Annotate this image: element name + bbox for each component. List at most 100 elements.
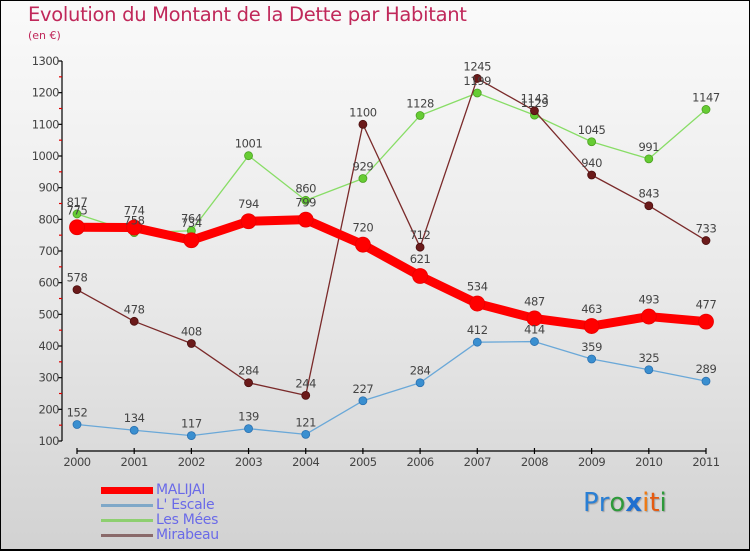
data-label-malijai: 794	[238, 197, 259, 211]
legend-swatch	[101, 487, 153, 494]
data-label-l-escale: 139	[238, 410, 259, 424]
data-point-l-escale	[72, 420, 82, 429]
legend-item: L' Escale	[101, 498, 219, 513]
data-label-mirabeau: 1143	[521, 92, 549, 106]
data-label-les-m-es: 991	[638, 140, 659, 154]
data-label-malijai: 621	[410, 252, 431, 266]
data-point-l-escale	[129, 425, 139, 435]
legend-label: Les Mées	[156, 512, 219, 528]
data-label-mirabeau: 712	[410, 228, 431, 242]
series-line-l-escale	[76, 340, 707, 437]
x-tick-label: 2004	[292, 455, 319, 469]
data-point-l-escale	[244, 424, 253, 434]
y-tick-label: 800	[39, 212, 60, 226]
data-point-les-m-es	[244, 151, 253, 161]
data-point-les-m-es	[644, 154, 654, 164]
data-label-l-escale: 121	[295, 415, 316, 429]
x-tick-label: 2005	[349, 455, 376, 469]
data-point-les-m-es	[472, 88, 482, 98]
legend-swatch	[101, 519, 153, 522]
x-tick-label: 2011	[692, 455, 719, 469]
data-point-malijai	[640, 308, 657, 325]
data-label-les-m-es: 1129	[521, 96, 549, 110]
data-label-malijai: 477	[696, 298, 717, 312]
legend-swatch	[101, 534, 153, 537]
chart-title: Evolution du Montant de la Dette par Hab…	[28, 3, 467, 26]
data-label-malijai: 463	[581, 302, 602, 316]
chart-subtitle: (en €)	[28, 29, 61, 42]
legend-label: Mirabeau	[156, 527, 219, 543]
data-point-mirabeau	[72, 285, 82, 295]
data-label-mirabeau: 284	[238, 364, 259, 378]
data-label-mirabeau: 1100	[349, 105, 377, 119]
data-point-mirabeau	[129, 316, 139, 326]
data-point-les-m-es	[358, 174, 368, 183]
y-tick-label: 400	[39, 339, 60, 353]
y-tick-label: 500	[39, 307, 60, 321]
data-point-mirabeau	[701, 236, 711, 245]
data-label-les-m-es: 1045	[578, 123, 606, 137]
series-line-les-m-es	[76, 92, 707, 234]
data-point-mirabeau	[587, 170, 597, 180]
y-tick-label: 700	[39, 244, 60, 258]
data-label-les-m-es: 1199	[463, 74, 491, 88]
logo-letter: o	[609, 488, 626, 518]
x-tick-label: 2000	[63, 455, 90, 469]
data-point-malijai	[240, 213, 257, 230]
x-tick-label: 2010	[635, 455, 662, 469]
data-label-l-escale: 359	[581, 340, 602, 354]
logo-letter: i	[659, 488, 667, 518]
data-label-l-escale: 152	[67, 406, 88, 420]
logo-letter: P	[583, 488, 599, 518]
data-point-les-m-es	[415, 111, 425, 120]
data-label-malijai: 487	[524, 294, 545, 308]
data-point-mirabeau	[530, 106, 539, 116]
y-tick-label: 900	[39, 181, 60, 195]
data-point-mirabeau	[415, 242, 425, 252]
x-tick-label: 2006	[406, 455, 433, 469]
data-point-l-escale	[530, 337, 539, 346]
data-point-malijai	[698, 313, 714, 330]
y-tick-label: 300	[39, 371, 60, 385]
data-point-l-escale	[701, 376, 711, 386]
data-label-l-escale: 134	[124, 411, 145, 425]
data-label-les-m-es: 758	[124, 214, 145, 228]
x-tick-label: 2001	[121, 455, 148, 469]
y-tick-label: 1000	[32, 149, 59, 163]
data-label-mirabeau: 843	[638, 187, 659, 201]
data-label-malijai: 774	[124, 204, 145, 218]
data-label-l-escale: 117	[181, 417, 202, 431]
logo-letter: r	[598, 488, 610, 518]
data-label-l-escale: 289	[696, 362, 717, 376]
y-tick-label: 600	[39, 276, 60, 290]
data-label-mirabeau: 578	[67, 271, 88, 285]
y-tick-label: 1300	[32, 54, 59, 68]
data-label-malijai: 720	[353, 221, 374, 235]
data-point-mirabeau	[301, 390, 311, 400]
proxiti-logo: Proxiti	[583, 488, 667, 518]
data-point-malijai	[69, 219, 85, 236]
y-tick-label: 1200	[32, 86, 59, 100]
legend-label: L' Escale	[156, 497, 215, 513]
data-label-malijai: 775	[67, 203, 88, 217]
data-label-mirabeau: 408	[181, 324, 202, 338]
data-point-l-escale	[186, 431, 196, 441]
data-label-l-escale: 284	[410, 364, 431, 378]
y-tick-label: 100	[39, 434, 60, 448]
data-label-les-m-es: 860	[295, 181, 316, 195]
data-label-l-escale: 412	[467, 323, 488, 337]
data-point-mirabeau	[186, 339, 196, 348]
legend-item: Mirabeau	[101, 528, 219, 543]
data-point-l-escale	[358, 396, 368, 406]
data-label-les-m-es: 1128	[406, 96, 434, 110]
data-point-malijai	[355, 236, 371, 253]
x-tick-label: 2003	[235, 455, 262, 469]
data-point-malijai	[469, 295, 486, 312]
data-point-malijai	[583, 318, 600, 334]
data-point-les-m-es	[701, 105, 711, 114]
data-point-malijai	[183, 232, 200, 249]
data-point-mirabeau	[472, 74, 482, 83]
data-point-malijai	[297, 211, 314, 228]
x-tick-label: 2009	[578, 455, 605, 469]
